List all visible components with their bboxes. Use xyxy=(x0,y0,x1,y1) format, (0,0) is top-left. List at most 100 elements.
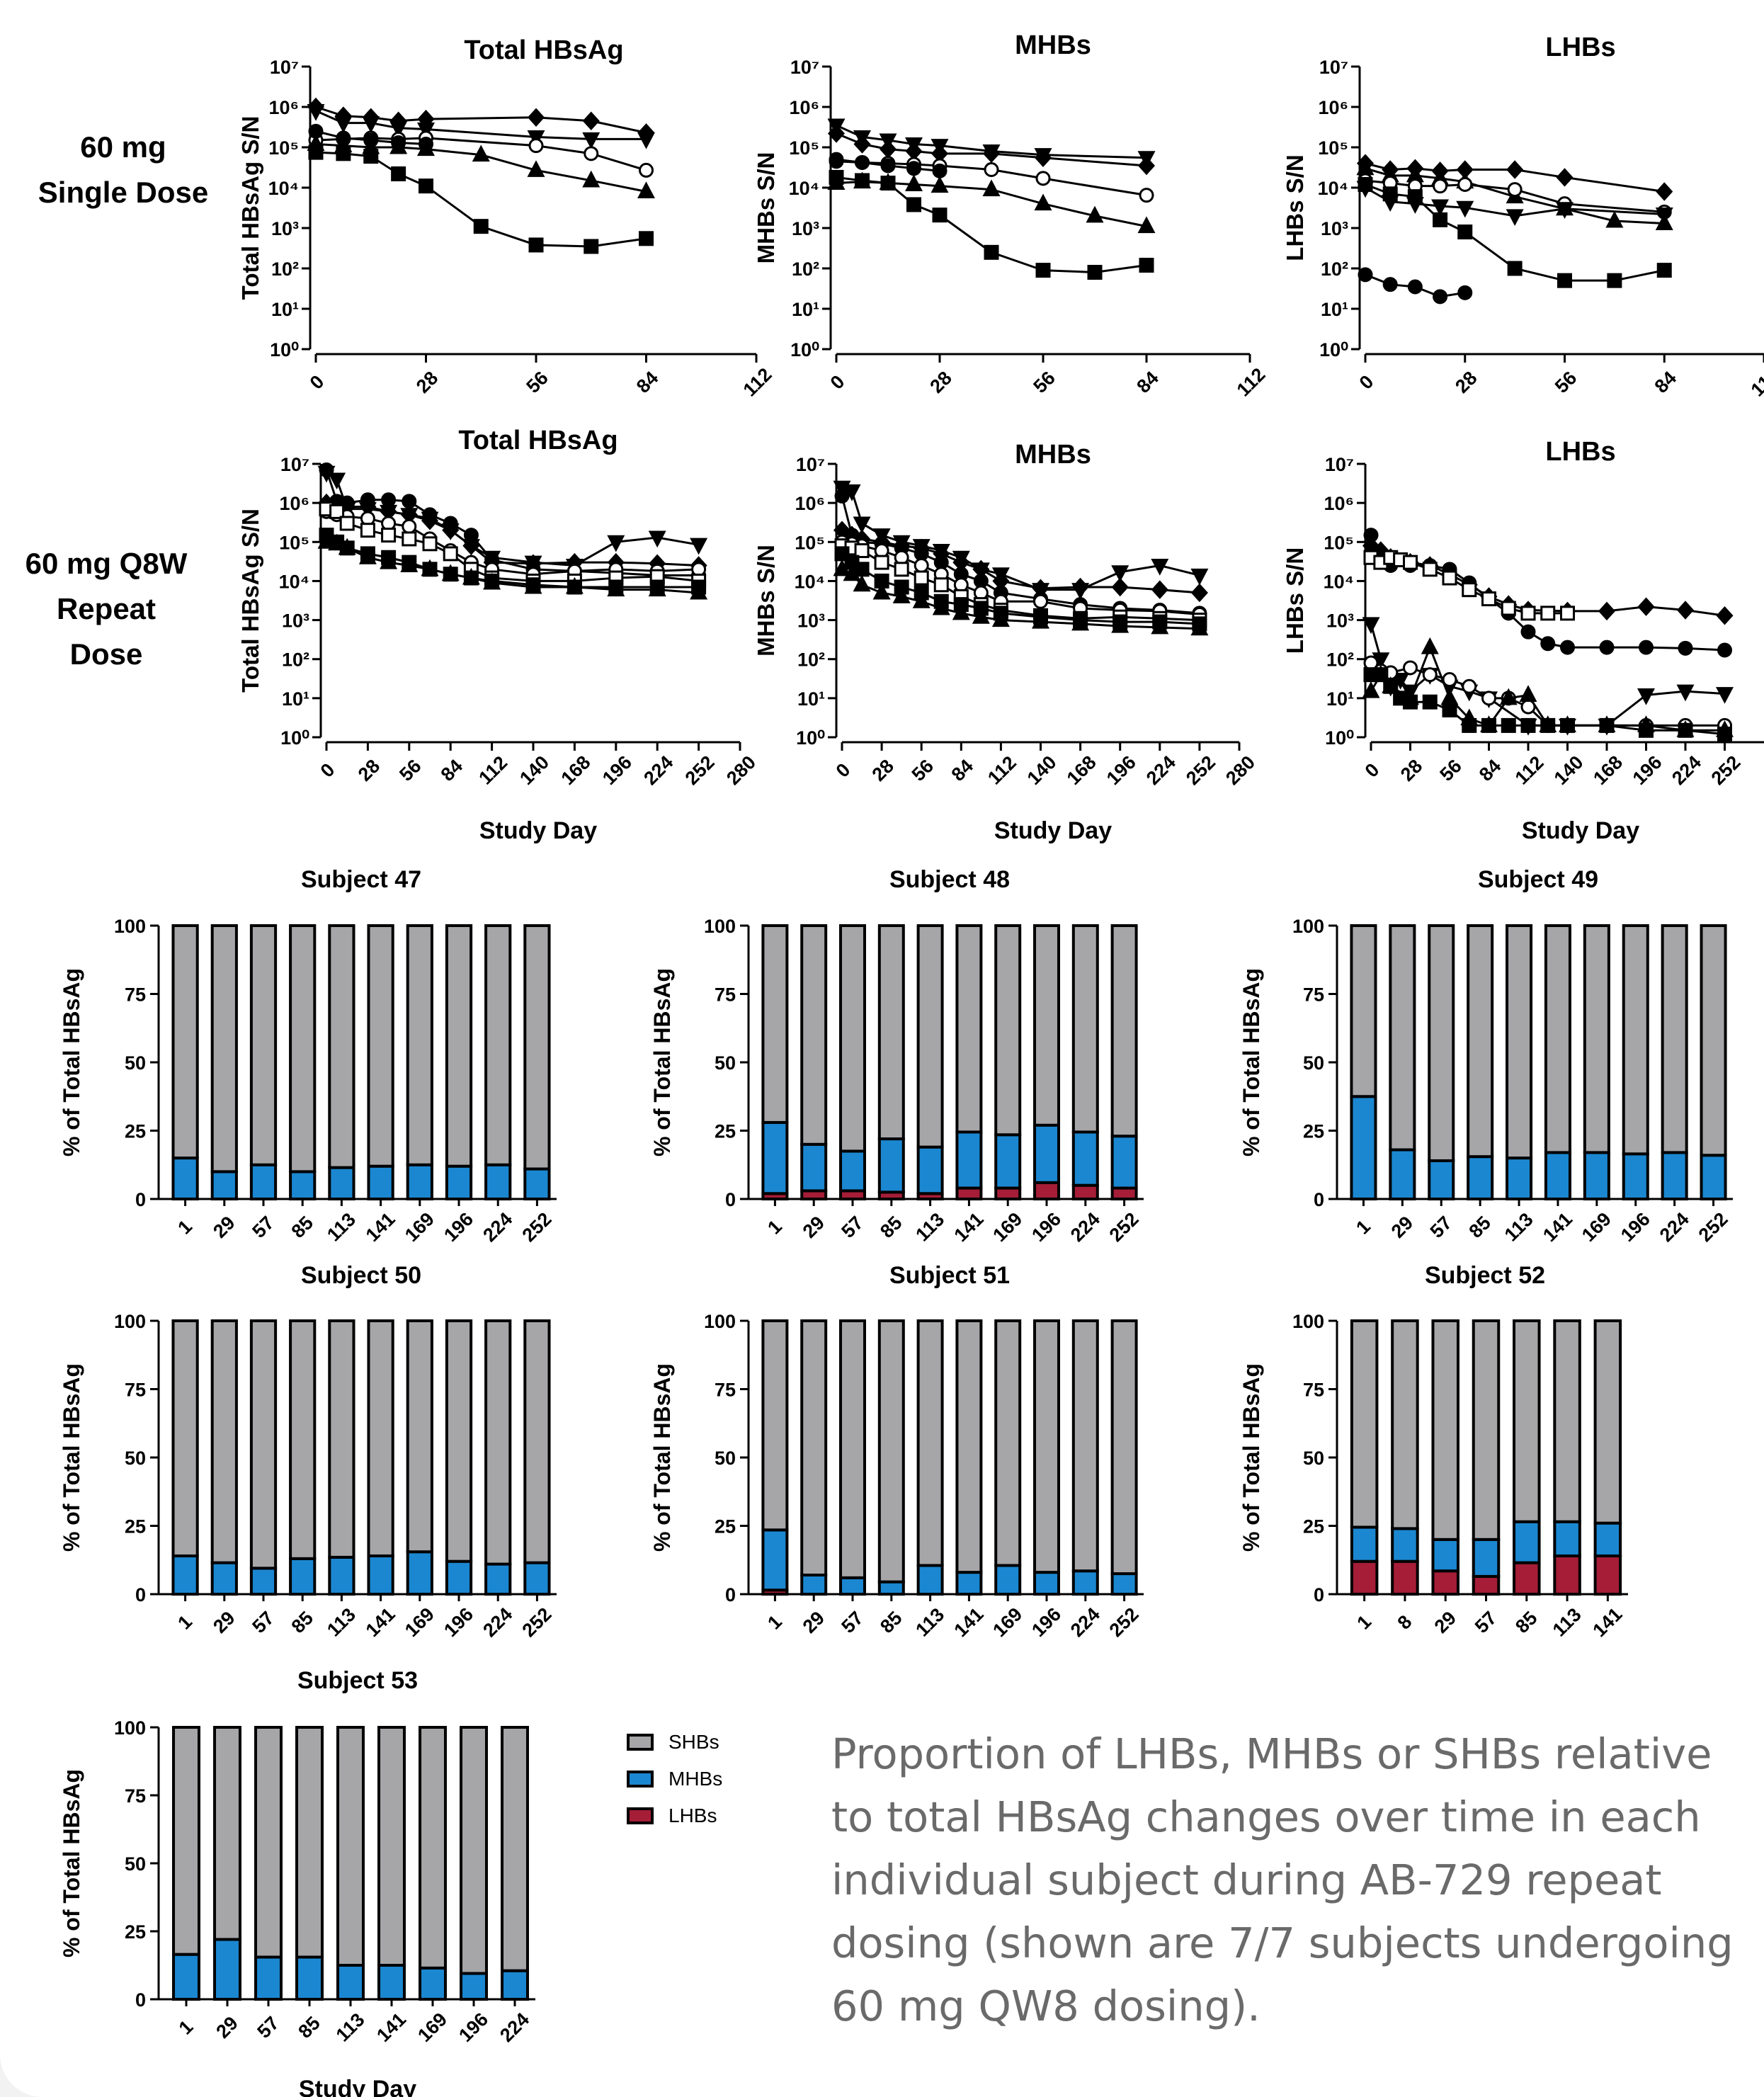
data-point xyxy=(1717,642,1732,658)
x-tick-label: 252 xyxy=(681,751,719,789)
y-tick-label: 50 xyxy=(1303,1052,1324,1074)
data-point xyxy=(1422,562,1438,577)
data-point xyxy=(1556,168,1574,187)
data-point xyxy=(932,598,950,615)
data-point xyxy=(1035,171,1051,186)
bar-segment-mhbs xyxy=(994,1564,1022,1596)
y-tick-label: 0 xyxy=(135,1989,146,2011)
bar-segment-shbs xyxy=(994,1319,1022,1567)
y-tick-label: 10⁷ xyxy=(280,454,309,475)
data-point xyxy=(582,132,601,149)
y-tick-label: 10³ xyxy=(797,610,825,632)
row-label-single-dose: 60 mg Single Dose xyxy=(38,130,208,209)
bar-segment-mhbs xyxy=(916,1145,944,1195)
data-point xyxy=(833,559,851,576)
y-tick-label: 10⁵ xyxy=(268,137,299,159)
bar-stack xyxy=(210,1319,238,1596)
data-point xyxy=(472,144,490,162)
legend-swatch xyxy=(627,1807,654,1824)
series-3 xyxy=(833,521,1208,603)
y-tick-label: 25 xyxy=(715,1121,736,1142)
y-tick-label: 25 xyxy=(125,1921,146,1943)
bar-segment-lhbs xyxy=(1350,1559,1379,1596)
data-point xyxy=(992,572,1010,591)
bar-segment-mhbs xyxy=(1700,1154,1727,1200)
data-point xyxy=(1639,722,1654,738)
x-tick-label: 196 xyxy=(455,2008,492,2046)
legend-label: LHBs xyxy=(668,1805,717,1826)
line-chart-6: LHBs LHBs S/N 10⁰ 10¹ 10² 10³ 10⁴ 10⁵ 10⁶ 10⁷ 0 28 5… xyxy=(1282,437,1764,844)
bar-stack xyxy=(800,1319,828,1596)
bar-stack xyxy=(445,924,473,1201)
bar-segment-shbs xyxy=(1513,1319,1541,1523)
data-point xyxy=(1433,178,1448,194)
y-tick-label: 0 xyxy=(725,1584,736,1606)
series-line xyxy=(841,540,1200,616)
data-point xyxy=(1457,176,1473,192)
data-point xyxy=(1520,606,1536,621)
row-label-repeat-dose-line: Repeat xyxy=(57,592,156,625)
legend: SHBs MHBs LHBs xyxy=(627,1731,722,1826)
data-point xyxy=(843,484,861,501)
bar-segment-shbs xyxy=(877,1319,905,1584)
data-point xyxy=(319,462,334,478)
bar-segment-mhbs xyxy=(172,1953,200,2001)
bar-segment-mhbs xyxy=(328,1166,355,1200)
x-tick-label: 113 xyxy=(332,2009,369,2046)
data-point xyxy=(1655,207,1673,225)
line-chart-1: Total HBsAg Total HBsAg S/N 10⁰ 10¹ 10² 10³ 10… xyxy=(237,35,776,401)
y-tick-label: 10⁴ xyxy=(795,571,825,592)
data-point xyxy=(1481,717,1496,733)
y-tick-label: 10⁰ xyxy=(796,727,825,749)
data-point xyxy=(584,239,599,254)
bar-segment-mhbs xyxy=(367,1554,394,1596)
bar-segment-shbs xyxy=(1071,924,1099,1134)
x-tick-label: 57 xyxy=(1471,1607,1501,1637)
data-point xyxy=(892,586,911,603)
bar-segment-lhbs xyxy=(1513,1561,1541,1596)
data-point xyxy=(1637,688,1655,705)
x-tick-label: 196 xyxy=(1629,751,1666,789)
data-point xyxy=(1716,687,1734,704)
data-point xyxy=(982,144,1001,164)
data-point xyxy=(1716,606,1734,625)
bar-segment-mhbs xyxy=(484,1163,512,1200)
data-point xyxy=(1373,667,1389,683)
bar-segment-mhbs xyxy=(328,1555,355,1596)
data-point xyxy=(1071,577,1089,597)
series-6 xyxy=(308,144,654,254)
y-tick-label: 10⁴ xyxy=(789,178,819,199)
x-tick-label: 57 xyxy=(253,2012,283,2042)
y-tick-label: 10⁰ xyxy=(790,339,819,360)
series-7 xyxy=(317,532,708,600)
bar-segment-mhbs xyxy=(1431,1538,1459,1573)
bar-stack xyxy=(1110,1319,1138,1596)
y-tick-label: 25 xyxy=(1303,1516,1324,1538)
line-chart-2: MHBs MHBs S/N 10⁰ 10¹ 10² 10³ 10⁴ 10⁵ 10⁶ 10⁷ 0 28 5… xyxy=(753,30,1270,401)
bar-segment-mhbs xyxy=(761,1528,789,1592)
x-tick-label: 28 xyxy=(926,367,955,397)
bar-segment-mhbs xyxy=(406,1163,433,1200)
y-tick-label: 50 xyxy=(715,1448,736,1469)
bar-segment-mhbs xyxy=(1467,1155,1494,1201)
data-point xyxy=(1519,685,1537,702)
data-point xyxy=(1556,202,1574,220)
bar-stack xyxy=(213,1726,241,2001)
bar-segment-shbs xyxy=(994,924,1022,1137)
bar-segment-shbs xyxy=(1506,924,1533,1160)
data-point xyxy=(1462,678,1477,694)
bar-segment-mhbs xyxy=(377,1964,406,2001)
bar-segment-mhbs xyxy=(1553,1520,1581,1557)
x-tick-label: 196 xyxy=(440,1603,477,1641)
data-point xyxy=(1506,209,1524,227)
bar-stack xyxy=(955,1319,983,1596)
y-tick-label: 10⁵ xyxy=(1318,137,1348,159)
bar-segment-mhbs xyxy=(336,1964,365,2001)
y-tick-label: 75 xyxy=(125,984,146,1006)
bar-stack xyxy=(289,1319,317,1596)
data-point xyxy=(982,179,1001,197)
data-point xyxy=(952,603,970,620)
data-point xyxy=(473,219,489,234)
x-tick-label: 57 xyxy=(1426,1212,1456,1241)
bar-stack xyxy=(955,924,983,1201)
